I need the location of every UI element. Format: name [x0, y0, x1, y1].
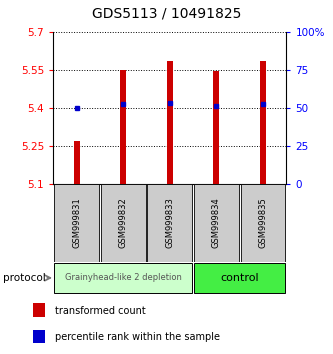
Bar — [120, 70, 126, 184]
Bar — [241, 184, 285, 262]
Text: transformed count: transformed count — [55, 306, 146, 316]
Text: GSM999832: GSM999832 — [119, 198, 128, 249]
Text: protocol: protocol — [3, 273, 46, 283]
Bar — [54, 263, 192, 293]
Bar — [167, 61, 173, 184]
Text: percentile rank within the sample: percentile rank within the sample — [55, 332, 220, 342]
Bar — [33, 303, 45, 317]
Text: Grainyhead-like 2 depletion: Grainyhead-like 2 depletion — [65, 273, 181, 282]
Bar — [213, 71, 219, 184]
Bar — [101, 184, 146, 262]
Bar — [54, 184, 99, 262]
Bar — [148, 184, 192, 262]
Text: GSM999831: GSM999831 — [72, 198, 81, 249]
Bar — [194, 184, 239, 262]
Text: GSM999835: GSM999835 — [258, 198, 268, 249]
Bar — [260, 61, 266, 184]
Text: GDS5113 / 10491825: GDS5113 / 10491825 — [92, 6, 241, 21]
Bar — [33, 330, 45, 343]
Text: GSM999834: GSM999834 — [212, 198, 221, 249]
Bar — [194, 263, 285, 293]
Bar — [74, 141, 80, 184]
Text: control: control — [220, 273, 259, 283]
Text: GSM999833: GSM999833 — [165, 198, 174, 249]
